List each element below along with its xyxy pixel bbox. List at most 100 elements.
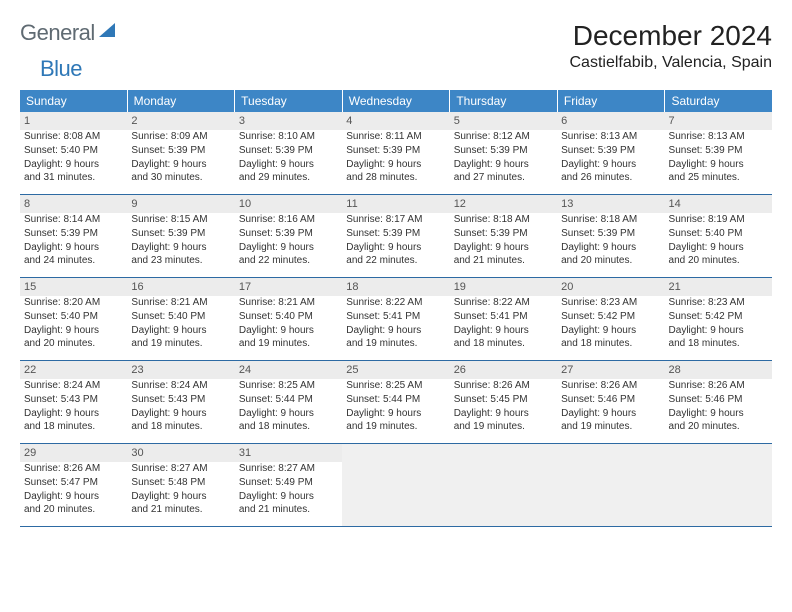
day1-text: Daylight: 9 hours: [24, 408, 123, 421]
day1-text: Daylight: 9 hours: [669, 325, 768, 338]
sunrise-text: Sunrise: 8:21 AM: [239, 297, 338, 310]
sunrise-text: Sunrise: 8:25 AM: [239, 380, 338, 393]
day1-text: Daylight: 9 hours: [131, 408, 230, 421]
sunrise-text: Sunrise: 8:17 AM: [346, 214, 445, 227]
day1-text: Daylight: 9 hours: [346, 159, 445, 172]
day2-text: and 19 minutes.: [561, 421, 660, 434]
day-number: 12: [454, 197, 553, 211]
day-cell: 28Sunrise: 8:26 AMSunset: 5:46 PMDayligh…: [665, 361, 772, 443]
day2-text: and 18 minutes.: [239, 421, 338, 434]
weekday-header: Friday: [558, 90, 666, 112]
day2-text: and 30 minutes.: [131, 172, 230, 185]
day2-text: and 18 minutes.: [561, 338, 660, 351]
day-cell: 23Sunrise: 8:24 AMSunset: 5:43 PMDayligh…: [127, 361, 234, 443]
weekday-header-row: Sunday Monday Tuesday Wednesday Thursday…: [20, 90, 772, 112]
day2-text: and 23 minutes.: [131, 255, 230, 268]
day-cell: 2Sunrise: 8:09 AMSunset: 5:39 PMDaylight…: [127, 112, 234, 194]
day-cell: 11Sunrise: 8:17 AMSunset: 5:39 PMDayligh…: [342, 195, 449, 277]
day-number: 3: [239, 114, 338, 128]
sunrise-text: Sunrise: 8:19 AM: [669, 214, 768, 227]
day1-text: Daylight: 9 hours: [346, 242, 445, 255]
day-number: 8: [24, 197, 123, 211]
day-cell: 20Sunrise: 8:23 AMSunset: 5:42 PMDayligh…: [557, 278, 664, 360]
day1-text: Daylight: 9 hours: [239, 242, 338, 255]
day1-text: Daylight: 9 hours: [561, 408, 660, 421]
day1-text: Daylight: 9 hours: [454, 242, 553, 255]
sunset-text: Sunset: 5:40 PM: [669, 228, 768, 241]
day2-text: and 20 minutes.: [24, 504, 123, 517]
day-cell: 7Sunrise: 8:13 AMSunset: 5:39 PMDaylight…: [665, 112, 772, 194]
sunrise-text: Sunrise: 8:16 AM: [239, 214, 338, 227]
sunrise-text: Sunrise: 8:13 AM: [561, 131, 660, 144]
sunset-text: Sunset: 5:47 PM: [24, 477, 123, 490]
day-number: 4: [346, 114, 445, 128]
day-cell: [342, 444, 449, 526]
sunset-text: Sunset: 5:40 PM: [131, 311, 230, 324]
day-number: 19: [454, 280, 553, 294]
day-cell: 29Sunrise: 8:26 AMSunset: 5:47 PMDayligh…: [20, 444, 127, 526]
day-number: 2: [131, 114, 230, 128]
day-cell: 21Sunrise: 8:23 AMSunset: 5:42 PMDayligh…: [665, 278, 772, 360]
day1-text: Daylight: 9 hours: [561, 159, 660, 172]
day-number: 6: [561, 114, 660, 128]
day-number: 5: [454, 114, 553, 128]
day-cell: 16Sunrise: 8:21 AMSunset: 5:40 PMDayligh…: [127, 278, 234, 360]
day-number: 9: [131, 197, 230, 211]
day1-text: Daylight: 9 hours: [669, 242, 768, 255]
day-cell: 9Sunrise: 8:15 AMSunset: 5:39 PMDaylight…: [127, 195, 234, 277]
brand-word1: General: [20, 20, 95, 46]
sunrise-text: Sunrise: 8:26 AM: [561, 380, 660, 393]
day-number: 21: [669, 280, 768, 294]
day-cell: [557, 444, 664, 526]
day1-text: Daylight: 9 hours: [24, 242, 123, 255]
day1-text: Daylight: 9 hours: [24, 491, 123, 504]
day1-text: Daylight: 9 hours: [454, 159, 553, 172]
day-cell: 27Sunrise: 8:26 AMSunset: 5:46 PMDayligh…: [557, 361, 664, 443]
week-row: 8Sunrise: 8:14 AMSunset: 5:39 PMDaylight…: [20, 195, 772, 278]
day1-text: Daylight: 9 hours: [239, 159, 338, 172]
sunset-text: Sunset: 5:39 PM: [239, 145, 338, 158]
weekday-header: Monday: [128, 90, 236, 112]
sunrise-text: Sunrise: 8:27 AM: [239, 463, 338, 476]
day2-text: and 19 minutes.: [131, 338, 230, 351]
day-cell: 25Sunrise: 8:25 AMSunset: 5:44 PMDayligh…: [342, 361, 449, 443]
day-number: 28: [669, 363, 768, 377]
day2-text: and 25 minutes.: [669, 172, 768, 185]
day-cell: 22Sunrise: 8:24 AMSunset: 5:43 PMDayligh…: [20, 361, 127, 443]
sunset-text: Sunset: 5:41 PM: [454, 311, 553, 324]
day2-text: and 21 minutes.: [131, 504, 230, 517]
day-number: 7: [669, 114, 768, 128]
sunset-text: Sunset: 5:49 PM: [239, 477, 338, 490]
sunrise-text: Sunrise: 8:09 AM: [131, 131, 230, 144]
day1-text: Daylight: 9 hours: [454, 325, 553, 338]
day-cell: 26Sunrise: 8:26 AMSunset: 5:45 PMDayligh…: [450, 361, 557, 443]
day-cell: 8Sunrise: 8:14 AMSunset: 5:39 PMDaylight…: [20, 195, 127, 277]
day2-text: and 19 minutes.: [346, 421, 445, 434]
day1-text: Daylight: 9 hours: [669, 408, 768, 421]
day-cell: 24Sunrise: 8:25 AMSunset: 5:44 PMDayligh…: [235, 361, 342, 443]
sunset-text: Sunset: 5:42 PM: [669, 311, 768, 324]
day2-text: and 20 minutes.: [669, 421, 768, 434]
sunset-text: Sunset: 5:39 PM: [454, 145, 553, 158]
sunrise-text: Sunrise: 8:26 AM: [669, 380, 768, 393]
day-number: 24: [239, 363, 338, 377]
sunrise-text: Sunrise: 8:22 AM: [346, 297, 445, 310]
day-cell: 3 Sunrise: 8:10 AMSunset: 5:39 PMDaylight…: [235, 112, 342, 194]
sunset-text: Sunset: 5:39 PM: [561, 145, 660, 158]
day-number: 30: [131, 446, 230, 460]
sunset-text: Sunset: 5:39 PM: [669, 145, 768, 158]
sunrise-text: Sunrise: 8:24 AM: [24, 380, 123, 393]
weekday-header: Sunday: [20, 90, 128, 112]
day-cell: 17Sunrise: 8:21 AMSunset: 5:40 PMDayligh…: [235, 278, 342, 360]
sunrise-text: Sunrise: 8:10 AM: [239, 131, 338, 144]
sunset-text: Sunset: 5:48 PM: [131, 477, 230, 490]
day-cell: 13Sunrise: 8:18 AMSunset: 5:39 PMDayligh…: [557, 195, 664, 277]
day1-text: Daylight: 9 hours: [131, 159, 230, 172]
day2-text: and 22 minutes.: [239, 255, 338, 268]
day2-text: and 19 minutes.: [454, 421, 553, 434]
sunset-text: Sunset: 5:39 PM: [239, 228, 338, 241]
sunrise-text: Sunrise: 8:15 AM: [131, 214, 230, 227]
sunrise-text: Sunrise: 8:26 AM: [454, 380, 553, 393]
sunset-text: Sunset: 5:39 PM: [24, 228, 123, 241]
day2-text: and 29 minutes.: [239, 172, 338, 185]
